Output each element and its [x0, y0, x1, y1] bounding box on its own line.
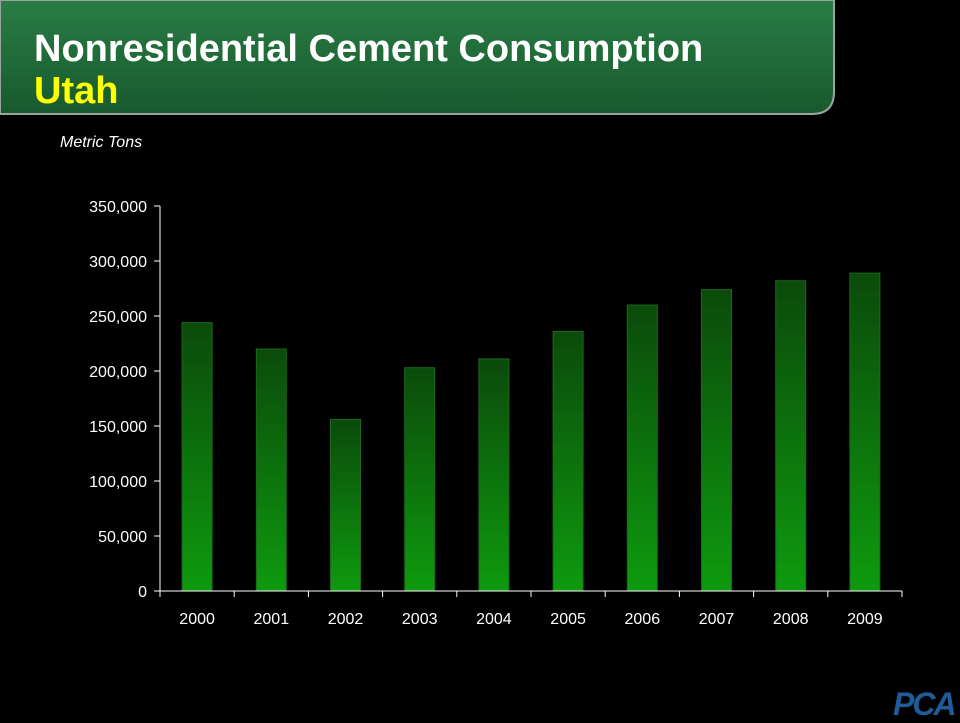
bar-2009 [849, 272, 881, 592]
bar-2000 [181, 322, 213, 592]
x-tick-label: 2000 [179, 611, 215, 628]
bar-2004 [478, 358, 510, 592]
axes-group: 0 50,000 100,000 150,000 200,000 250,000 300,0… [89, 199, 903, 628]
x-tick-label: 2003 [402, 611, 438, 628]
x-tick-label: 2002 [328, 611, 364, 628]
header-banner: Nonresidential Cement Consumption Utah [0, 0, 960, 120]
bar-2001 [255, 348, 287, 592]
bars-group [181, 272, 881, 592]
y-tick-label: 350,000 [89, 199, 147, 216]
bar-2003 [404, 367, 436, 592]
y-tick-label: 100,000 [89, 474, 147, 491]
header-background [0, 0, 835, 115]
bar-2002 [330, 418, 361, 592]
y-tick-label: 300,000 [89, 254, 147, 271]
bar-2007 [701, 289, 732, 592]
x-tick-label: 2007 [699, 611, 735, 628]
pca-logo: PCA [893, 686, 957, 722]
y-tick-label: 200,000 [89, 364, 147, 381]
x-tick-label: 2001 [254, 611, 290, 628]
x-tick-label: 2009 [847, 611, 883, 628]
y-tick-label: 50,000 [98, 529, 147, 546]
bar-2006 [626, 304, 658, 592]
y-tick-label: 250,000 [89, 309, 147, 326]
bar-2005 [552, 330, 584, 592]
bar-2008 [775, 280, 807, 592]
units-label: Metric Tons [60, 134, 143, 151]
x-tick-label: 2004 [476, 611, 512, 628]
page-title: Nonresidential Cement Consumption [34, 28, 704, 70]
x-tick-label: 2008 [773, 611, 809, 628]
x-tick-label: 2006 [625, 611, 661, 628]
page-subtitle: Utah [34, 70, 119, 112]
y-tick-label: 150,000 [89, 419, 147, 436]
y-tick-label: 0 [138, 584, 147, 601]
x-tick-label: 2005 [550, 611, 586, 628]
